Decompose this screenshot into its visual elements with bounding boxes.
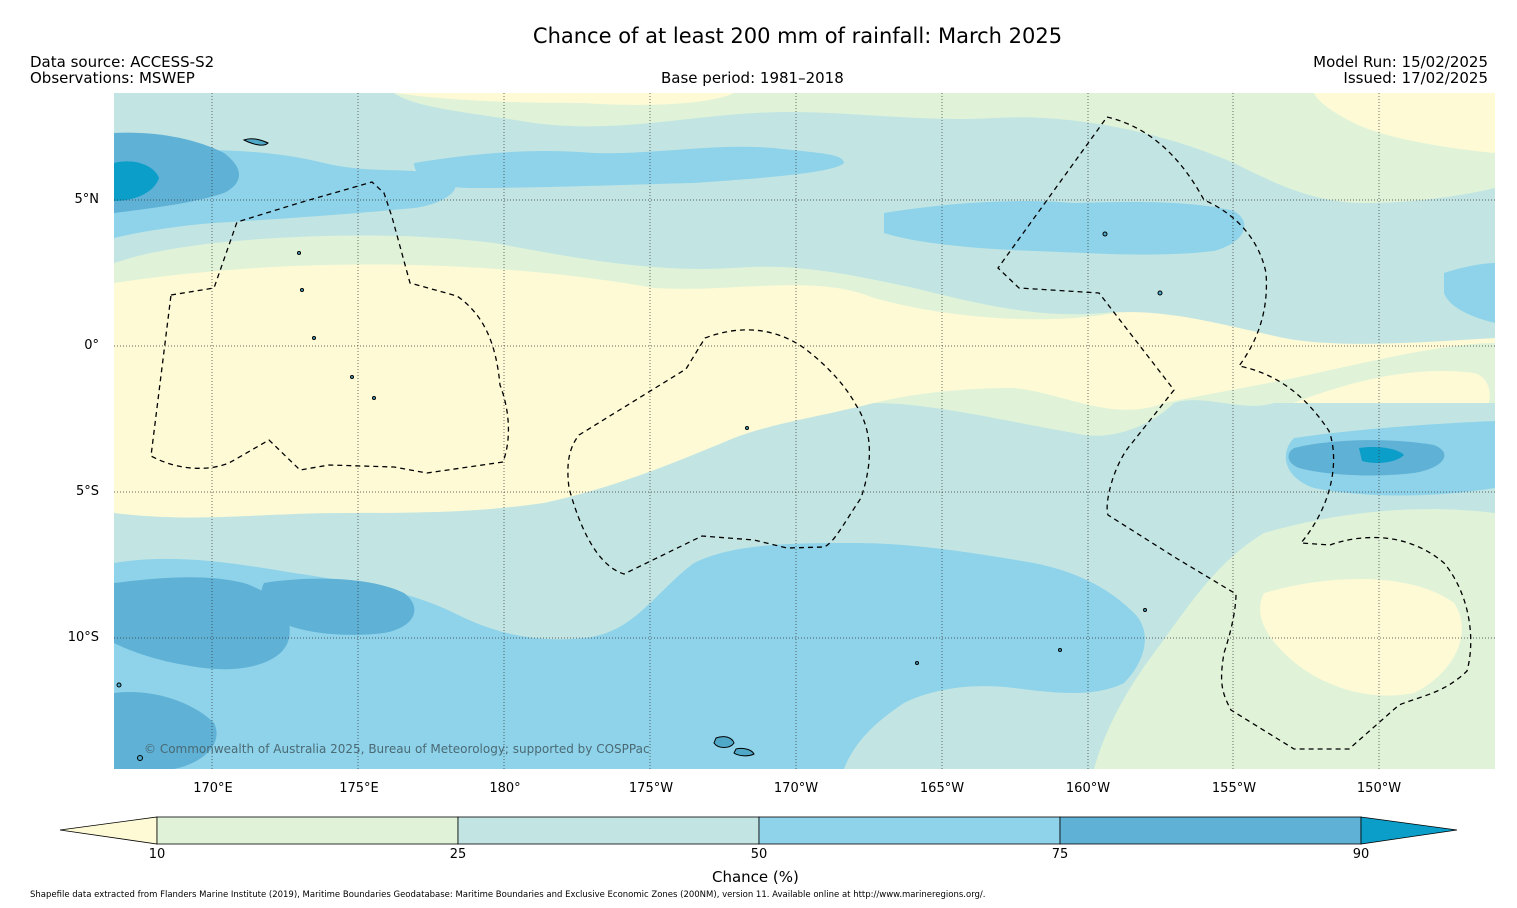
colorbar-50-75 bbox=[758, 816, 1061, 845]
eez-boundaries bbox=[150, 116, 1472, 750]
colorbar-10-25 bbox=[156, 816, 459, 845]
issued-text: Issued: 17/02/2025 bbox=[1343, 69, 1488, 87]
colorbar-tick-90: 90 bbox=[1352, 847, 1370, 862]
rainfall-chance-map bbox=[114, 93, 1495, 769]
colorbar-above-90 bbox=[1360, 816, 1458, 845]
lon-label-180: 180° bbox=[489, 781, 521, 796]
lat-label-5s: 5°S bbox=[75, 484, 99, 499]
lon-label-170w: 170°W bbox=[773, 781, 819, 796]
colorbar-tick-25: 25 bbox=[449, 847, 467, 862]
lon-label-175e: 175°E bbox=[339, 781, 379, 796]
colorbar-tick-10: 10 bbox=[148, 847, 166, 862]
lon-label-170e: 170°E bbox=[193, 781, 233, 796]
lat-label-0: 0° bbox=[84, 338, 99, 353]
colorbar-75-90 bbox=[1059, 816, 1362, 845]
data-source-text: Data source: ACCESS-S2 bbox=[30, 53, 215, 71]
eez-kiribati-gilbert bbox=[150, 181, 510, 474]
base-period-text: Base period: 1981–2018 bbox=[661, 69, 844, 87]
island-outlines bbox=[116, 138, 1163, 761]
lon-label-155w: 155°W bbox=[1211, 781, 1257, 796]
lon-label-160w: 160°W bbox=[1065, 781, 1111, 796]
eez-kiribati-line bbox=[997, 116, 1472, 750]
copyright-text: © Commonwealth of Australia 2025, Bureau… bbox=[144, 742, 650, 756]
footnote: Shapefile data extracted from Flanders M… bbox=[30, 890, 986, 900]
lon-label-150w: 150°W bbox=[1356, 781, 1402, 796]
lon-label-165w: 165°W bbox=[919, 781, 965, 796]
colorbar bbox=[59, 816, 1458, 845]
colorbar-tick-50: 50 bbox=[750, 847, 768, 862]
colorbar-25-50 bbox=[457, 816, 760, 845]
map-title: Chance of at least 200 mm of rainfall: M… bbox=[532, 24, 1063, 48]
eez-kiribati-phoenix bbox=[567, 329, 871, 575]
colorbar-label: Chance (%) bbox=[712, 868, 799, 886]
model-run-text: Model Run: 15/02/2025 bbox=[1313, 53, 1488, 71]
lat-label-5n: 5°N bbox=[74, 192, 100, 207]
colorbar-below-10 bbox=[59, 816, 158, 845]
colorbar-tick-75: 75 bbox=[1051, 847, 1069, 862]
above-90-regions bbox=[114, 161, 1404, 463]
lon-label-175w: 175°W bbox=[628, 781, 674, 796]
lat-label-10s: 10°S bbox=[67, 630, 99, 645]
map-gridlines bbox=[114, 93, 1495, 769]
observations-text: Observations: MSWEP bbox=[30, 69, 195, 87]
